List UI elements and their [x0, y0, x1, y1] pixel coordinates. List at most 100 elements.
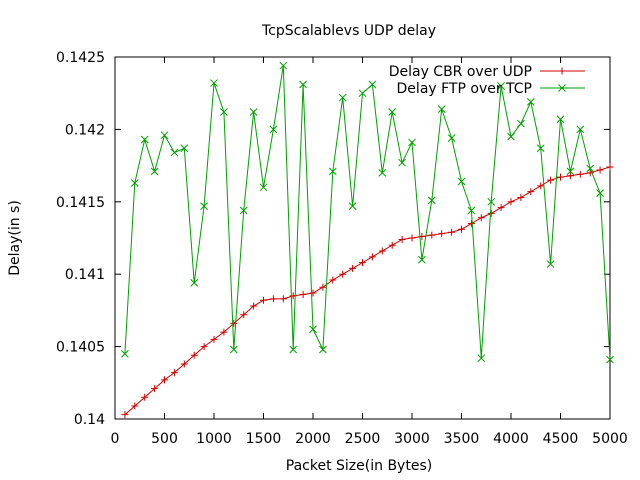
- data-point: [121, 349, 129, 358]
- data-point: [408, 234, 416, 242]
- series-0: [121, 163, 614, 419]
- data-point: [378, 168, 387, 177]
- data-point: [319, 283, 327, 291]
- y-tick-label: 0.1415: [56, 195, 105, 211]
- data-point: [448, 228, 456, 236]
- data-point: [606, 355, 614, 364]
- data-point: [240, 311, 248, 319]
- data-point: [338, 93, 347, 102]
- series-line-1: [124, 65, 611, 360]
- data-point: [437, 105, 446, 113]
- legend-label-ftp: Delay FTP over TCP: [397, 81, 532, 97]
- x-tick-label: 3000: [394, 431, 430, 447]
- data-point: [586, 164, 595, 173]
- data-point: [200, 202, 208, 210]
- data-point: [140, 135, 149, 144]
- data-point: [596, 189, 604, 197]
- data-point: [259, 183, 268, 192]
- x-tick-label: 1500: [246, 431, 282, 447]
- chart-title: TcpScalablevs UDP delay: [261, 23, 436, 39]
- data-point: [249, 108, 258, 116]
- data-point: [180, 360, 188, 368]
- x-tick-label: 3500: [444, 431, 480, 447]
- data-point: [527, 188, 535, 196]
- data-point: [487, 197, 496, 206]
- plot-frame: [114, 56, 611, 420]
- x-axis-title: Packet Size(in Bytes): [286, 458, 432, 474]
- data-point: [428, 231, 436, 239]
- data-point: [319, 345, 327, 354]
- data-point: [606, 163, 614, 171]
- x-tick-label: 4000: [493, 431, 529, 447]
- data-point: [576, 125, 585, 134]
- data-point: [388, 108, 397, 116]
- data-point: [239, 206, 248, 215]
- data-point: [467, 206, 476, 215]
- x-tick-label: 4500: [543, 431, 579, 447]
- data-point: [526, 98, 535, 106]
- data-point: [477, 214, 485, 222]
- data-point: [170, 369, 178, 377]
- legend-swatch-marker: [558, 67, 566, 75]
- y-tick-label: 0.142: [65, 122, 105, 138]
- data-point: [250, 302, 258, 310]
- y-tick-label: 0.1405: [56, 340, 105, 356]
- data-point: [210, 79, 218, 87]
- legend: Delay CBR over UDP Delay FTP over TCP: [389, 64, 585, 97]
- data-point: [457, 177, 466, 186]
- data-point: [289, 345, 298, 354]
- data-point: [269, 295, 277, 303]
- data-point: [161, 376, 168, 384]
- data-point: [497, 204, 505, 212]
- data-point: [260, 296, 267, 304]
- data-point: [150, 167, 159, 176]
- data-point: [151, 385, 159, 393]
- data-point: [517, 193, 525, 201]
- data-point: [190, 279, 199, 287]
- x-tick-label: 0: [111, 431, 120, 447]
- data-point: [438, 230, 446, 238]
- data-point: [507, 132, 515, 141]
- data-point: [200, 343, 208, 351]
- x-tick-label: 2000: [295, 431, 331, 447]
- series-1: [121, 61, 614, 364]
- y-axis-title: Delay(in s): [7, 200, 23, 276]
- data-point: [229, 345, 238, 354]
- data-point: [596, 166, 604, 174]
- data-point: [121, 411, 129, 419]
- data-point: [467, 220, 475, 228]
- data-point: [536, 144, 545, 153]
- data-point: [329, 276, 337, 284]
- data-point: [398, 235, 406, 243]
- data-point: [368, 80, 377, 89]
- series-line-0: [124, 166, 611, 416]
- data-point: [339, 270, 347, 278]
- data-point: [408, 138, 416, 147]
- legend-label-cbr: Delay CBR over UDP: [389, 64, 532, 80]
- data-point: [517, 119, 525, 128]
- data-point: [398, 158, 406, 167]
- data-point: [557, 173, 564, 181]
- data-point: [477, 354, 486, 363]
- x-tick-label: 2500: [345, 431, 381, 447]
- data-point: [497, 82, 505, 90]
- data-point: [299, 290, 307, 298]
- data-point: [279, 295, 287, 303]
- data-point: [566, 172, 574, 180]
- data-point: [427, 196, 436, 205]
- x-tick-label: 500: [151, 431, 178, 447]
- data-point: [299, 80, 307, 89]
- data-point: [447, 134, 456, 142]
- data-point: [348, 202, 357, 210]
- x-tick-label: 1000: [196, 431, 232, 447]
- data-point: [378, 247, 386, 255]
- data-point: [547, 176, 555, 184]
- data-point: [546, 260, 555, 268]
- data-point: [269, 125, 278, 134]
- data-point: [220, 328, 228, 336]
- data-point: [220, 108, 228, 116]
- data-point: [130, 179, 139, 187]
- data-point: [210, 335, 218, 343]
- data-point: [170, 148, 179, 157]
